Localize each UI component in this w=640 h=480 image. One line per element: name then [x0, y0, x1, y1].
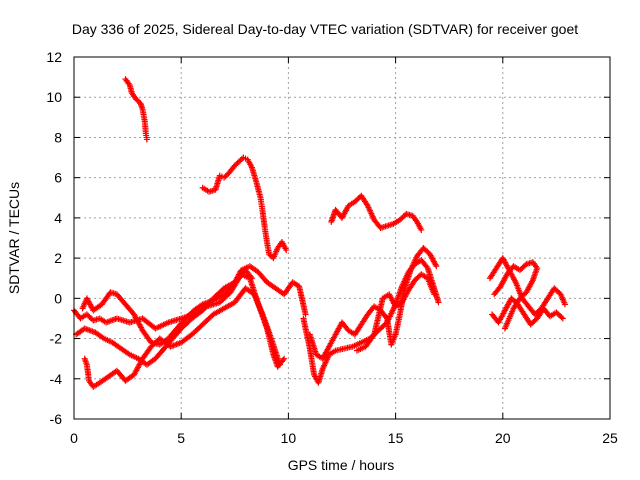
- y-axis-label: SDTVAR / TECUs: [6, 182, 22, 294]
- data-point: [283, 247, 290, 254]
- series-arc-6: [199, 154, 290, 262]
- x-axis-label: GPS time / hours: [288, 457, 395, 473]
- y-tick-label: -4: [50, 371, 63, 387]
- data-point: [276, 361, 283, 368]
- x-tick-label: 15: [388, 430, 404, 446]
- data-point: [433, 263, 440, 270]
- series-arc-10: [354, 271, 438, 354]
- data-point: [302, 311, 309, 318]
- data-point: [248, 275, 255, 282]
- data-point-fill: [247, 273, 254, 280]
- y-tick-label: 2: [54, 250, 62, 266]
- y-tick-label: 4: [54, 210, 62, 226]
- axis-ticks: 0 5 10 15 20 25 -6 -4 -2 0 2 4 6 8 10 12: [46, 49, 618, 446]
- y-tick-label: 10: [46, 89, 62, 105]
- y-tick-label: -6: [50, 411, 63, 427]
- series-arc-3: [79, 263, 309, 348]
- data-point: [281, 355, 288, 362]
- series-arc-9: [328, 192, 425, 233]
- data-points: [71, 76, 568, 390]
- data-point: [418, 226, 425, 233]
- plot-frame: [73, 56, 611, 420]
- y-tick-label: 8: [54, 129, 62, 145]
- data-point: [431, 291, 438, 298]
- chart-title: Day 336 of 2025, Sidereal Day-to-day VTE…: [72, 21, 578, 37]
- data-point-fill: [558, 314, 565, 321]
- data-point-fill: [370, 332, 377, 339]
- series-arc-11: [486, 255, 568, 318]
- data-point: [561, 301, 568, 308]
- data-point: [143, 136, 150, 143]
- x-tick-label: 20: [495, 430, 511, 446]
- x-tick-label: 5: [177, 430, 185, 446]
- data-point-fill: [382, 314, 389, 321]
- series-arc-2: [73, 267, 255, 368]
- x-tick-label: 0: [70, 430, 78, 446]
- data-point: [559, 315, 566, 322]
- y-tick-label: 6: [54, 170, 62, 186]
- x-tick-label: 25: [602, 430, 618, 446]
- data-point: [435, 299, 442, 306]
- x-tick-label: 10: [281, 430, 297, 446]
- y-tick-label: 0: [54, 290, 62, 306]
- y-tick-label: 12: [46, 49, 62, 65]
- series-arc-13: [491, 259, 541, 332]
- series-arc-5: [122, 76, 150, 143]
- series-arc-4: [81, 285, 283, 390]
- y-tick-label: -2: [50, 331, 63, 347]
- data-point: [501, 325, 508, 332]
